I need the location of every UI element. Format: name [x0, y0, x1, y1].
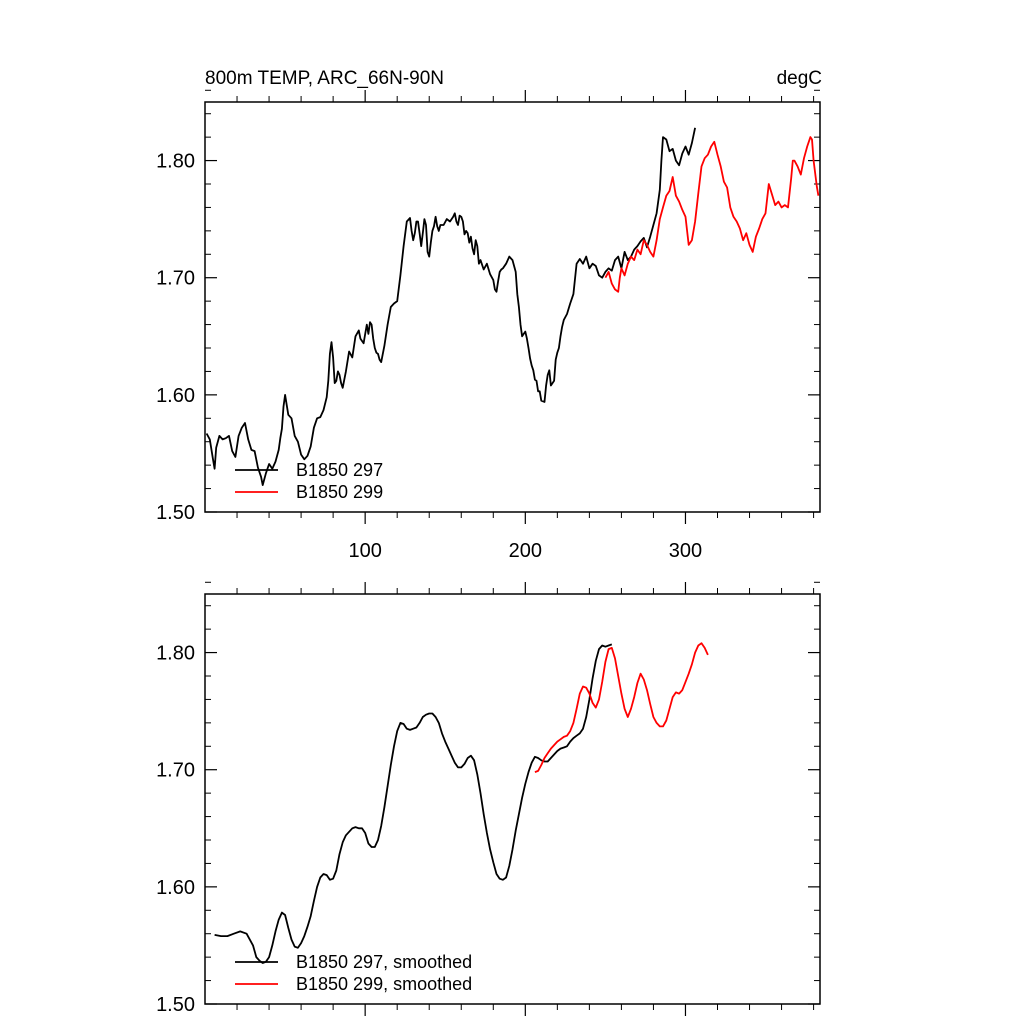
bottom-y-tick-label: 1.50: [156, 994, 195, 1016]
bottom-panel: 1.50 1.60 1.70 1.80 B1850 297, smoothedB185…: [156, 581, 821, 1016]
top-plot-frame: [204, 101, 821, 513]
bottom-series-line-1: [214, 643, 613, 964]
top-panel: 800m TEMP, ARC_66N-90N degC 1.50 1.60 1.70…: [156, 68, 822, 562]
bottom-legend-label-1: B1850 297, smoothed: [296, 952, 472, 972]
top-legend-label-2: B1850 299: [296, 482, 383, 502]
top-y-tick-label: 1.60: [156, 385, 195, 407]
top-y-tick-label: 1.70: [156, 268, 195, 290]
top-series-group: [205, 127, 820, 486]
chart-title: 800m TEMP, ARC_66N-90N: [205, 68, 444, 89]
bottom-y-tick-label: 1.70: [156, 760, 195, 782]
bottom-plot-frame: [204, 593, 821, 1005]
bottom-axis-ticks: 1.50 1.60 1.70 1.80: [156, 581, 820, 1016]
top-y-tick-label: 1.80: [156, 151, 195, 173]
units-label: degC: [777, 68, 822, 89]
bottom-y-tick-label: 1.80: [156, 643, 195, 665]
bottom-series-group: [214, 642, 709, 964]
top-y-tick-label: 1.50: [156, 502, 195, 524]
bottom-legend-label-2: B1850 299, smoothed: [296, 974, 472, 994]
top-x-tick-label: 200: [509, 540, 542, 562]
top-series-line-1: [205, 127, 696, 486]
bottom-series-line-2: [534, 642, 709, 773]
top-series-line-2: [604, 136, 820, 293]
top-x-tick-label: 100: [348, 540, 381, 562]
top-x-tick-label: 300: [669, 540, 702, 562]
bottom-y-tick-label: 1.60: [156, 877, 195, 899]
top-legend-label-1: B1850 297: [296, 460, 383, 480]
